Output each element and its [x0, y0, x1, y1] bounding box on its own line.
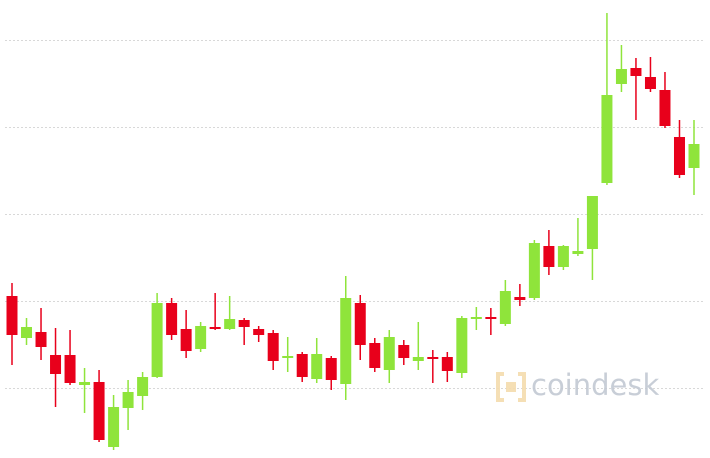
grid: [5, 40, 705, 389]
candle-body: [441, 357, 453, 371]
candle-body: [659, 90, 671, 126]
candle-body: [369, 343, 381, 368]
candle-body: [151, 303, 163, 377]
candle-body: [224, 319, 236, 329]
candle-body: [137, 377, 149, 396]
candle-body: [354, 303, 366, 345]
candle-body: [630, 68, 642, 76]
candle-body: [180, 329, 192, 351]
candle-body: [267, 333, 279, 361]
candle-body: [50, 355, 62, 374]
candle-body: [485, 317, 497, 319]
candle-body: [398, 345, 410, 358]
candle-body: [325, 358, 337, 380]
candle-body: [311, 354, 323, 379]
candle-body: [557, 246, 569, 267]
logo-bracket-right: [518, 372, 526, 402]
candle-body: [35, 332, 47, 347]
candle-body: [282, 356, 294, 358]
candle-body: [427, 357, 439, 359]
candle-body: [166, 303, 178, 335]
candle-body: [253, 329, 265, 335]
candle-body: [108, 407, 120, 447]
watermark-text: coindesk: [531, 368, 659, 402]
candle-body: [93, 382, 105, 440]
candle-body: [195, 326, 207, 349]
candles: [6, 13, 700, 450]
candle-body: [79, 382, 91, 385]
candle-body: [644, 77, 656, 89]
watermark: coindesk: [496, 368, 659, 402]
logo-bracket-left: [496, 372, 504, 402]
candle-body: [514, 297, 526, 300]
logo-square: [506, 382, 516, 392]
candle-body: [470, 317, 482, 319]
candle-body: [615, 69, 627, 84]
candle-body: [412, 357, 424, 361]
candle-body: [64, 355, 76, 383]
candle-body: [383, 337, 395, 370]
candle-body: [528, 243, 540, 298]
candle-body: [209, 327, 221, 329]
watermark-logo: [496, 372, 526, 402]
candle-body: [296, 354, 308, 377]
candle-body: [572, 251, 584, 254]
candle-body: [21, 327, 33, 338]
candle-body: [6, 296, 18, 335]
candle-body: [688, 144, 700, 168]
candle-body: [673, 137, 685, 175]
candle-body: [238, 320, 250, 327]
candle-body: [340, 298, 352, 384]
candle-body: [543, 246, 555, 267]
candle-body: [601, 95, 613, 183]
candle-body: [122, 392, 134, 408]
candle-body: [586, 196, 598, 249]
candle-body: [499, 291, 511, 324]
candle-body: [456, 318, 468, 373]
